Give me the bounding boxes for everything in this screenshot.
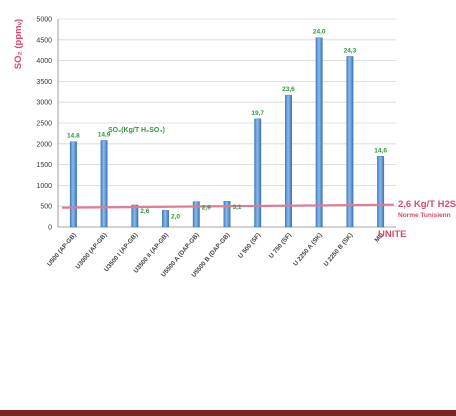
category-label: U 2250 B (SK) [323,232,355,268]
category-label: U 750 (SF) [268,232,293,260]
category-label: U500 (AP-GB) [46,232,78,268]
data-label: 2,9 [202,205,211,212]
category-label: U3000 (AP-GB) [74,232,108,271]
bar [346,56,354,228]
data-labels: 14,8 14,9 2,6 2,0 2,9 3,1 19,7 23,6 24,0 24,3 14,6 [67,29,387,221]
y-tick-label: 4500 [36,37,52,44]
bar [100,140,108,228]
legend-label: SO₂(Kg/T H₂SO₄) [108,127,165,134]
reference-line-group [61,203,395,209]
data-label: 2,6 [140,208,149,215]
data-label: 23,6 [282,86,295,93]
reference-line-note: Norme Tunisienn [398,212,451,219]
category-labels: U500 (AP-GB)U3000 (AP-GB)U3500 I (AP-GB)… [46,231,385,278]
y-axis-label: SO₂ (ppmᵥ) [13,19,24,69]
data-label: 14,8 [67,133,80,140]
data-label: 2,0 [171,213,180,220]
category-label: U 500 (SF) [237,232,262,260]
data-label: 24,3 [344,47,357,54]
reference-line-label: 2,6 Kg/T H2SO4 [398,199,456,210]
bar [285,94,292,228]
bar [162,210,169,228]
reference-line [61,203,395,209]
bar [254,118,262,228]
bar [131,204,139,228]
data-label: 19,7 [251,110,264,117]
bar [377,156,385,228]
footer-bar [0,410,456,416]
y-tick-label: 500 [40,204,52,211]
bar [315,37,323,228]
category-label: MD [374,231,386,243]
data-label: 14,6 [374,147,387,154]
y-tick-label: 0 [48,225,52,232]
y-tick-label: 2000 [36,141,52,148]
category-label: U 2250 A (SK) [292,232,324,268]
y-tick-label: 1000 [36,183,52,190]
data-label: 3,1 [232,204,241,211]
y-tick-label: 5000 [36,17,52,24]
y-tick-label: 3500 [36,79,52,86]
bar [192,201,200,228]
bar [223,201,231,228]
y-tick-labels: 0 500 1000 1500 2000 2500 3000 3500 4000 4500 5000 [36,17,52,232]
y-tick-label: 1500 [36,162,52,169]
data-label: 24,0 [313,29,326,36]
y-tick-label: 4000 [36,58,52,65]
y-tick-label: 2500 [36,121,52,128]
x-axis-label: UNITE [378,229,407,240]
data-label: 14,9 [98,131,111,138]
bar [69,141,77,228]
y-tick-label: 3000 [36,100,52,107]
bars [69,37,385,228]
